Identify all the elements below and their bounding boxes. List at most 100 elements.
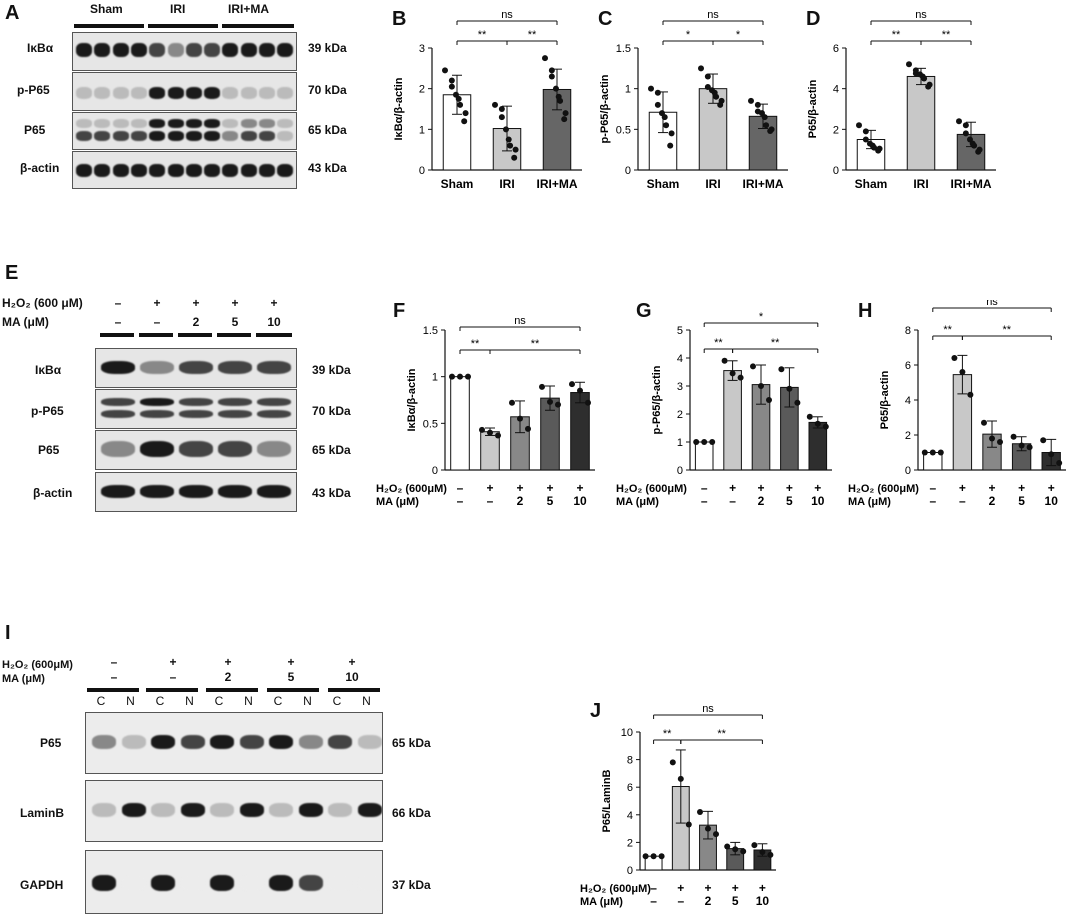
data-point	[724, 843, 731, 850]
y-tick-label: 0	[419, 165, 425, 177]
row-label-ikba: IκBα	[27, 41, 54, 55]
ma-i-1: –	[110, 670, 118, 684]
x-tick-label: Sham	[441, 177, 474, 191]
group-label-iri: IRI	[170, 2, 186, 16]
blot-band	[185, 164, 202, 177]
y-tick-label: 4	[677, 353, 683, 365]
blot-band	[222, 43, 239, 57]
h2o2-value: –	[701, 481, 708, 495]
data-point	[552, 85, 559, 92]
blot-band	[149, 87, 166, 99]
bar	[450, 376, 470, 471]
blot-band	[130, 87, 147, 99]
kda-label-e-beta-actin: 43 kDa	[312, 486, 351, 500]
lane-bar-i-2	[146, 688, 198, 692]
lane-bar-i-4	[267, 688, 319, 692]
lane-bar-e-5	[256, 333, 292, 337]
kda-label-e-p-p65: 70 kDa	[312, 404, 351, 418]
h2o2-value: –	[650, 881, 657, 895]
ma-value: 2	[989, 494, 996, 508]
data-point	[642, 853, 649, 860]
blot-band	[149, 164, 166, 177]
bar	[694, 441, 714, 471]
data-point	[461, 118, 468, 125]
row-label-e-ikba: IκBα	[35, 363, 62, 377]
blot-band	[140, 485, 174, 498]
y-tick-label: 2	[905, 430, 911, 442]
blot-band	[130, 131, 147, 141]
ma-value: 5	[786, 494, 793, 508]
data-point	[449, 373, 455, 380]
group-bar-iri	[148, 24, 218, 28]
blot-band	[277, 164, 294, 177]
data-point	[512, 146, 519, 153]
x-tick-label: Sham	[855, 177, 888, 191]
y-tick-label: 6	[833, 43, 839, 55]
h2o2-row-label: H₂O₂ (600μM)	[616, 483, 687, 495]
blot-band	[257, 361, 291, 374]
sig-label: **	[717, 728, 726, 740]
blot-band	[76, 131, 92, 141]
h2o2-value: +	[486, 481, 493, 495]
y-tick-label: 4	[833, 84, 839, 96]
ma-row-label: MA (μM)	[848, 496, 891, 508]
ma-value: –	[457, 494, 464, 508]
data-point	[751, 842, 758, 849]
blot-band	[259, 43, 275, 57]
blot-band	[179, 410, 213, 418]
blot-band	[240, 87, 257, 99]
data-point	[822, 423, 829, 430]
ma-e-1: –	[114, 315, 122, 329]
blot-band	[121, 875, 146, 891]
data-point	[1010, 433, 1017, 440]
h2o2-e-5: +	[270, 296, 278, 310]
blot-band	[240, 131, 257, 141]
blot-band	[167, 43, 184, 57]
blot-band	[218, 441, 252, 457]
blot-band	[218, 485, 252, 498]
h2o2-value: +	[1048, 481, 1055, 495]
data-point	[717, 101, 724, 108]
data-point	[929, 449, 936, 456]
blot-band	[76, 87, 92, 99]
data-point	[668, 130, 675, 137]
data-point	[465, 373, 471, 380]
sig-label: **	[531, 338, 540, 350]
data-point	[709, 439, 716, 445]
sig-label: *	[736, 29, 741, 41]
blot-band	[179, 398, 213, 406]
data-point	[562, 110, 569, 117]
ma-value: 10	[756, 894, 770, 908]
data-point	[778, 366, 785, 373]
blot-band	[179, 361, 213, 374]
blot-band	[328, 735, 352, 749]
y-tick-label: 2	[627, 837, 633, 849]
blot-e-p65	[95, 430, 297, 470]
group-label-sham: Sham	[90, 2, 123, 16]
blot-band	[277, 119, 294, 128]
fraction-label: N	[303, 694, 312, 708]
h2o2-value: –	[457, 481, 464, 495]
blot-band	[210, 875, 234, 891]
h2o2-value: –	[929, 481, 936, 495]
blot-a-p-p65	[72, 72, 297, 111]
data-point	[585, 399, 591, 406]
data-point	[1048, 451, 1055, 458]
y-tick-label: 0	[432, 465, 438, 477]
data-point	[677, 775, 684, 782]
blot-band	[140, 361, 174, 374]
data-point	[495, 432, 501, 439]
y-tick-label: 5	[677, 325, 683, 337]
blot-band	[121, 803, 146, 817]
data-point	[448, 83, 455, 90]
kda-label-p-p65: 70 kDa	[308, 83, 347, 97]
blot-band	[149, 119, 166, 128]
ma-e-2: –	[153, 315, 161, 329]
chart-b: 0 1 2 3 IκBα/β-actin ** ** ns Sham IRI IRI+MA	[393, 9, 582, 191]
blot-band	[222, 87, 239, 99]
y-tick-label: 1	[419, 124, 425, 136]
h2o2-value: +	[1018, 481, 1025, 495]
blot-band	[140, 441, 174, 457]
chart-d: 0 2 4 6 P65/β-actin ** ** ns Sham IRI IRI+MA	[807, 9, 996, 191]
